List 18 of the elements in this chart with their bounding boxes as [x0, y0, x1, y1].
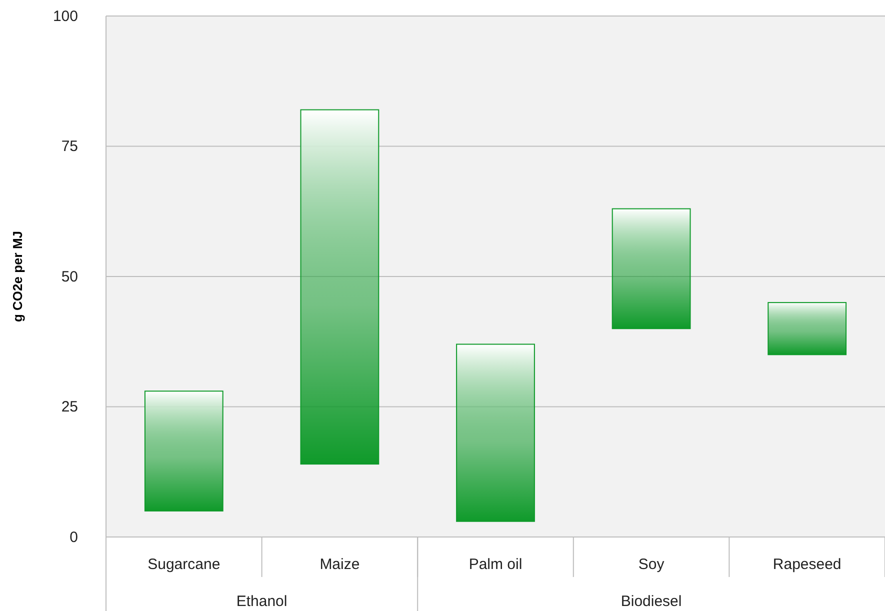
bar — [144, 390, 224, 512]
y-axis-title: g CO2e per MJ — [10, 230, 25, 322]
x-tick-label: Sugarcane — [148, 556, 220, 573]
y-tick-label: 50 — [61, 268, 78, 286]
x-tick-label: Soy — [638, 556, 665, 573]
bar — [456, 344, 535, 522]
y-tick-label: 25 — [61, 398, 78, 416]
y-tick-label: 0 — [70, 528, 78, 546]
bar — [612, 208, 691, 330]
bar — [300, 109, 380, 465]
x-tick-label: Palm oil — [468, 556, 522, 573]
x-tick-label: Rapeseed — [772, 556, 842, 573]
y-tick-label: 75 — [61, 138, 78, 156]
text: Ethanol — [236, 593, 288, 610]
text: Biodiesel — [620, 593, 682, 610]
x-tick-label: Maize — [320, 556, 360, 573]
y-tick-label: 100 — [52, 8, 78, 25]
bar — [768, 302, 847, 356]
